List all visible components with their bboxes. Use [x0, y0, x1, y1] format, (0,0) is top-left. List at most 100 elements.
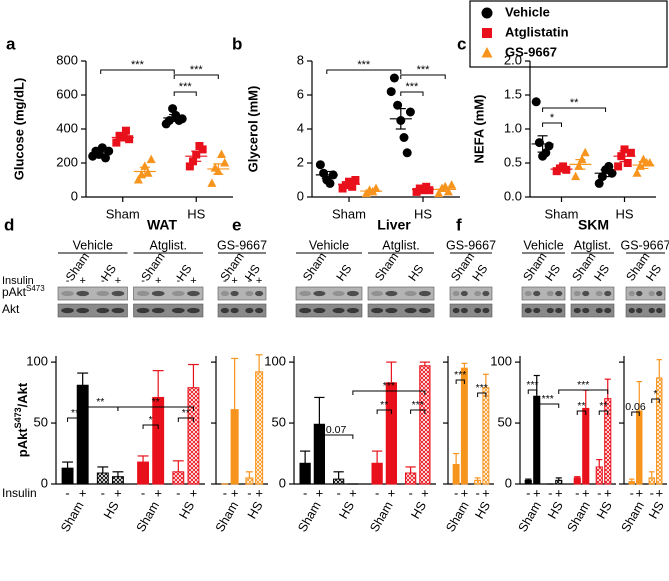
bracket: [527, 389, 538, 394]
insulin-sign: -: [630, 485, 634, 500]
blot-band: [299, 307, 312, 314]
blot-band: [230, 307, 239, 314]
blot-band: [220, 307, 229, 314]
blot-band: [255, 307, 264, 314]
insulin-sign: +: [154, 485, 162, 500]
condition-label: HS: [594, 499, 615, 521]
insulin-sign: +: [461, 485, 469, 500]
blot-band: [332, 290, 345, 297]
insulin-sign: +: [190, 275, 196, 287]
point: [207, 178, 217, 187]
blot-band: [452, 290, 460, 297]
blot-band: [245, 290, 254, 297]
insulin-sign: -: [475, 485, 479, 500]
condition-label: Sham: [372, 250, 401, 284]
blot-band: [546, 307, 554, 314]
y-tick-label: 0.0: [504, 188, 522, 203]
bracket: [576, 410, 587, 415]
point: [434, 188, 444, 198]
point: [577, 154, 587, 164]
insulin-sign: +: [79, 485, 87, 500]
blot-band: [151, 290, 165, 297]
insulin-sign: -: [223, 275, 227, 287]
panel-letter: d: [4, 215, 14, 234]
significance: **: [152, 396, 160, 408]
point: [143, 168, 153, 177]
bar: [555, 479, 563, 485]
bar: [636, 410, 643, 485]
blot-band: [582, 290, 590, 297]
y-tick-label: 0: [297, 188, 304, 203]
bar: [419, 365, 431, 485]
y-tick-label: 100: [264, 354, 286, 369]
blot-row-sup: S473: [26, 284, 45, 293]
bar: [152, 396, 165, 485]
significance: ***: [417, 64, 431, 76]
blot-band: [595, 307, 603, 314]
blot-band: [474, 290, 482, 297]
bracket: [542, 122, 562, 127]
y-axis-label: Glycerol (mM): [245, 86, 260, 173]
blot: [449, 286, 493, 301]
bar: [61, 467, 74, 485]
insulin-sign: +: [482, 485, 490, 500]
y-tick-label: 100: [490, 354, 512, 369]
bar: [111, 476, 124, 485]
y-axis-label: Glucose (mg/dL): [11, 78, 26, 181]
bar: [255, 371, 264, 485]
point: [594, 178, 604, 188]
bar: [573, 477, 581, 485]
x-tick-label: Sham: [332, 206, 366, 221]
bar: [533, 395, 541, 485]
point: [562, 165, 571, 174]
point: [614, 162, 623, 171]
y-tick-label: 1.0: [504, 120, 522, 135]
point: [348, 182, 357, 191]
condition-label: Sham: [443, 499, 471, 534]
group-header: Vehicle: [73, 238, 113, 252]
point: [481, 47, 493, 58]
insulin-sign: +: [635, 485, 643, 500]
point: [315, 160, 325, 170]
point: [393, 100, 403, 110]
point: [121, 126, 130, 135]
blot-band: [482, 290, 490, 297]
point: [198, 145, 207, 154]
insulin-sign: +: [388, 485, 396, 500]
bracket: [651, 398, 660, 403]
condition-label: HS: [333, 262, 354, 284]
condition-label: HS: [336, 499, 357, 521]
bar: [474, 479, 482, 485]
blot-band: [299, 290, 312, 297]
blot-band: [111, 307, 125, 314]
bar: [628, 481, 635, 485]
blot-band: [171, 290, 185, 297]
significance: **: [577, 400, 585, 412]
insulin-sign: +: [231, 275, 237, 287]
point: [632, 168, 642, 177]
bar: [96, 472, 109, 485]
y-axis-label: pAktS473/Akt: [13, 382, 30, 457]
condition-label: HS: [177, 499, 198, 521]
blot-band: [111, 290, 125, 297]
point: [112, 138, 121, 147]
panel-letter: b: [232, 34, 242, 53]
blot-band: [404, 307, 417, 314]
insulin-sign: +: [231, 485, 239, 500]
insulin-sign: +: [256, 275, 262, 287]
y-tick-label: 0: [41, 475, 48, 490]
y-tick-label: 50: [272, 414, 286, 429]
point: [125, 135, 134, 144]
blot-band: [255, 290, 264, 297]
blot-band: [555, 307, 563, 314]
blot: [295, 303, 363, 318]
blot: [625, 303, 666, 318]
condition-label: HS: [469, 262, 490, 284]
blot-band: [573, 290, 581, 297]
blot-band: [371, 307, 384, 314]
insulin-sign: -: [597, 485, 601, 500]
bar: [648, 477, 655, 485]
point: [168, 104, 178, 114]
bar: [172, 471, 185, 485]
blot-band: [96, 290, 110, 297]
